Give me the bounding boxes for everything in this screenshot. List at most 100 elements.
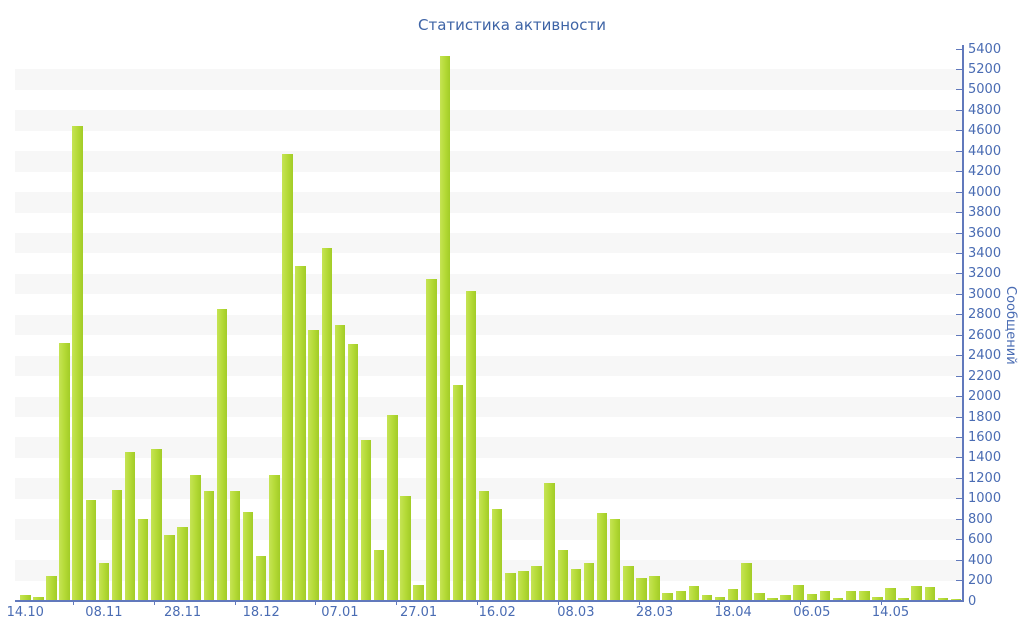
y-tick-label: 2000 [968,389,1002,405]
bar [373,549,385,601]
bar [269,475,280,601]
bar [924,586,936,601]
bar [478,490,490,601]
bar [950,598,962,601]
grid-stripe [15,233,962,254]
y-tick-label: 600 [968,532,993,548]
bar [85,499,97,601]
bar [583,563,595,601]
bar [491,509,503,601]
bar [111,489,123,601]
x-tick [396,601,398,605]
bar [137,519,149,601]
grid-stripe [15,478,962,499]
bar [885,587,896,601]
bar [780,594,791,601]
y-tick-label: 2600 [968,327,1002,343]
y-tick [956,293,962,295]
y-tick-label: 1400 [968,450,1002,466]
y-tick [956,457,962,459]
bar [649,576,660,601]
bar [937,597,949,601]
bar [767,597,778,601]
bar [727,588,739,601]
bar [714,596,726,601]
y-tick [956,518,962,520]
bar [190,475,201,601]
y-tick-label: 3400 [968,245,1002,261]
y-tick-label: 3200 [968,266,1002,282]
y-tick [956,212,962,214]
bar [832,597,844,601]
bar [400,495,411,601]
y-tick-label: 1200 [968,470,1002,486]
y-tick [956,436,962,438]
y-tick-label: 5000 [968,82,1002,98]
y-tick-label: 1800 [968,409,1002,425]
y-tick [956,273,962,275]
grid-stripe [15,192,962,213]
y-tick [956,314,962,316]
x-tick-label: 07.01 [321,605,359,620]
y-tick [956,416,962,418]
bar [177,527,188,601]
bar [596,513,608,601]
y-tick-label: 1600 [968,429,1002,445]
plot-area [15,46,962,601]
grid-stripe [15,69,962,90]
y-tick [956,477,962,479]
y-tick-label: 3000 [968,286,1002,302]
bar [609,519,621,601]
x-tick-label: 18.04 [714,605,752,620]
bar [793,584,804,601]
y-tick-label: 2800 [968,307,1002,323]
bar [845,590,857,601]
y-tick [956,130,962,132]
x-tick-label: 28.11 [163,605,202,620]
x-tick-label: 06.05 [793,605,831,620]
grid-stripe [15,110,962,131]
bar [347,344,359,601]
x-tick [73,601,74,605]
y-tick [956,539,962,541]
grid-stripe [15,437,962,458]
bar [701,594,713,601]
bar [20,594,31,601]
y-tick-label: 2400 [968,348,1002,364]
bar [806,593,818,601]
x-tick-label: 16.02 [478,605,516,620]
x-tick [638,601,640,605]
y-tick [956,375,962,377]
y-tick [956,396,962,398]
bar [98,563,110,601]
bar [741,563,752,601]
grid-stripe [15,151,962,172]
x-tick-label: 14.10 [6,605,44,620]
y-tick-label: 4200 [968,164,1002,180]
x-tick [881,601,882,605]
x-axis [15,600,964,602]
y-tick-label: 1000 [968,491,1002,507]
bar [452,385,464,601]
bar [72,125,83,601]
bar [321,248,333,601]
bar [465,291,477,601]
x-tick [719,601,721,605]
bar [33,596,44,601]
y-tick-label: 4800 [968,102,1002,118]
bar [518,571,529,601]
bar [59,343,70,601]
y-tick [956,68,962,70]
x-tick [234,601,236,605]
y-tick [956,498,962,500]
y-tick-label: 4600 [968,123,1002,139]
bar [675,590,686,601]
bar [544,483,555,601]
bar [426,279,437,601]
bar [872,596,883,601]
bar [636,577,647,601]
bar [911,585,922,601]
bar [898,597,909,601]
x-tick-label: 18.12 [242,605,280,620]
grid-stripe [15,355,962,377]
